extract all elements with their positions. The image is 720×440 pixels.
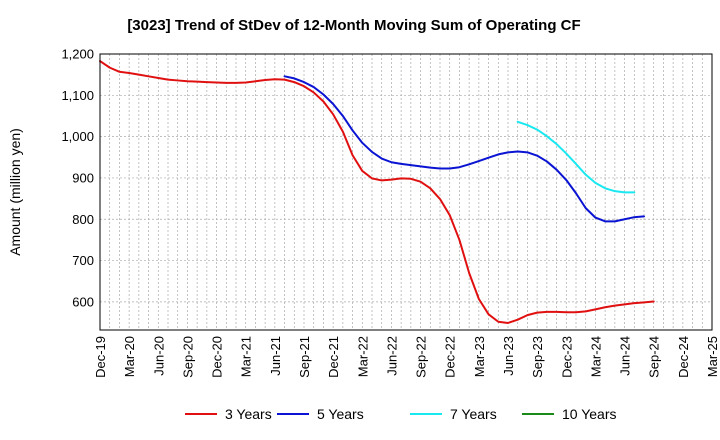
grid	[100, 54, 712, 330]
x-tick-label: Mar-21	[239, 336, 254, 377]
series-layer	[99, 60, 655, 324]
plot-frame	[99, 53, 713, 331]
x-tick-label: Sep-23	[530, 336, 545, 378]
x-tick-label: Mar-24	[588, 336, 603, 377]
x-tick-label: Sep-21	[297, 336, 312, 378]
x-tick-label: Dec-24	[676, 336, 691, 378]
y-ticks: 600 700 800 900 1,000 1,100 1,200	[61, 47, 94, 310]
legend-label: 3 Years	[225, 406, 272, 422]
x-tick-label: Mar-22	[355, 336, 370, 377]
x-tick-label: Dec-22	[443, 336, 458, 378]
series-line-5-years	[283, 75, 645, 223]
y-tick-label: 800	[72, 212, 94, 227]
legend: 3 Years 5 Years 7 Years 10 Years	[185, 406, 617, 422]
x-tick-label: Jun-21	[268, 336, 283, 376]
chart-title: [3023] Trend of StDev of 12-Month Moving…	[127, 17, 580, 34]
x-tick-label: Jun-23	[501, 336, 516, 376]
x-tick-label: Sep-24	[647, 336, 662, 378]
legend-label: 5 Years	[317, 406, 364, 422]
series-line-3-years	[99, 60, 655, 324]
legend-label: 7 Years	[450, 406, 497, 422]
x-tick-label: Dec-20	[210, 336, 225, 378]
x-ticks: Dec-19 Mar-20 Jun-20 Sep-20 Dec-20 Mar-21 Jun-…	[93, 336, 720, 378]
x-tick-label: Dec-19	[93, 336, 108, 378]
y-tick-label: 1,100	[61, 88, 94, 103]
x-tick-label: Jun-22	[384, 336, 399, 376]
x-tick-label: Dec-23	[559, 336, 574, 378]
y-tick-label: 900	[72, 170, 94, 185]
y-tick-label: 1,000	[61, 129, 94, 144]
x-tick-label: Mar-20	[122, 336, 137, 377]
x-tick-label: Sep-20	[180, 336, 195, 378]
x-tick-label: Jun-24	[618, 336, 633, 376]
x-tick-label: Mar-23	[472, 336, 487, 377]
y-axis-label: Amount (million yen)	[7, 128, 23, 256]
x-tick-label: Sep-22	[414, 336, 429, 378]
x-tick-label: Dec-21	[326, 336, 341, 378]
x-tick-label: Jun-20	[151, 336, 166, 376]
legend-label: 10 Years	[562, 406, 617, 422]
y-tick-label: 700	[72, 253, 94, 268]
series-line-7-years	[516, 120, 636, 194]
y-tick-label: 1,200	[61, 47, 94, 62]
x-tick-label: Mar-25	[705, 336, 720, 377]
y-tick-label: 600	[72, 294, 94, 309]
